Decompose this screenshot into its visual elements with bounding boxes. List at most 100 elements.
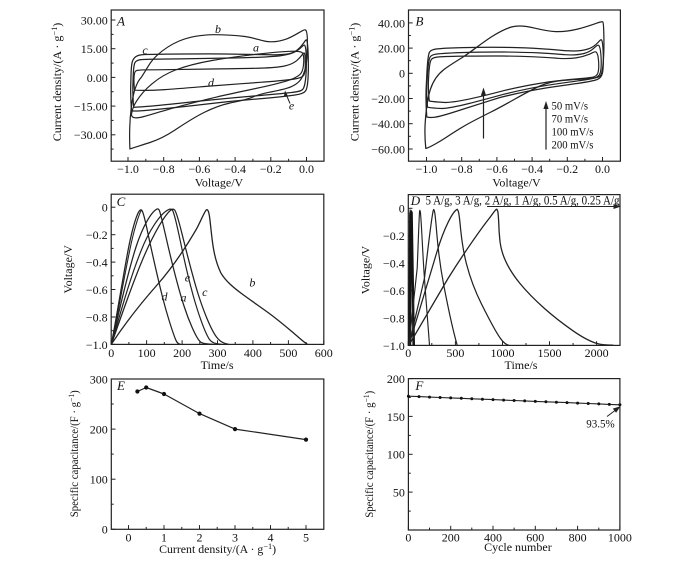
svg-text:1000: 1000	[608, 531, 632, 545]
svg-text:600: 600	[315, 346, 333, 360]
svg-text:b: b	[249, 276, 255, 290]
svg-text:−30.00: −30.00	[74, 128, 108, 142]
svg-text:30.00: 30.00	[81, 13, 108, 27]
svg-text:Current density/(A · g−1): Current density/(A · g−1)	[50, 23, 65, 142]
svg-text:−0.8: −0.8	[383, 311, 405, 325]
svg-text:a: a	[253, 40, 259, 54]
svg-text:0: 0	[399, 202, 405, 216]
svg-text:Voltage/V: Voltage/V	[359, 245, 373, 294]
svg-text:Voltage/V: Voltage/V	[61, 245, 75, 294]
svg-text:200: 200	[90, 423, 108, 437]
svg-text:40.00: 40.00	[378, 16, 405, 30]
svg-text:4: 4	[268, 531, 274, 545]
svg-text:20.00: 20.00	[378, 42, 405, 56]
svg-text:0: 0	[126, 531, 132, 545]
svg-text:c: c	[142, 43, 148, 57]
svg-text:70 mV/s: 70 mV/s	[552, 112, 589, 126]
svg-text:Current density/(A · g−1): Current density/(A · g−1)	[159, 541, 276, 556]
svg-text:−40.00: −40.00	[371, 117, 405, 131]
svg-text:0: 0	[108, 346, 114, 360]
svg-text:−0.4: −0.4	[521, 162, 543, 176]
svg-text:−15.00: −15.00	[74, 100, 108, 114]
svg-text:−1.0: −1.0	[383, 339, 405, 353]
svg-text:100 mV/s: 100 mV/s	[552, 125, 594, 139]
svg-text:0.0: 0.0	[595, 162, 610, 176]
svg-text:3: 3	[232, 531, 238, 545]
svg-text:Specific capacitance/(F · g−1): Specific capacitance/(F · g−1)	[67, 390, 82, 517]
svg-text:200: 200	[173, 346, 191, 360]
svg-text:300: 300	[90, 372, 108, 386]
svg-text:−0.8: −0.8	[86, 310, 108, 324]
svg-text:50 mV/s: 50 mV/s	[552, 99, 589, 113]
svg-text:e: e	[185, 271, 191, 285]
svg-text:200: 200	[387, 372, 405, 386]
svg-text:100: 100	[387, 448, 405, 462]
svg-text:0: 0	[102, 523, 108, 537]
svg-text:−1.0: −1.0	[117, 162, 139, 176]
svg-text:d: d	[208, 76, 215, 90]
svg-text:a: a	[181, 290, 187, 304]
svg-text:400: 400	[484, 531, 502, 545]
svg-text:150: 150	[387, 410, 405, 424]
svg-text:c: c	[202, 285, 208, 299]
svg-text:−0.2: −0.2	[383, 229, 405, 243]
svg-text:−0.2: −0.2	[260, 162, 282, 176]
svg-text:−0.4: −0.4	[383, 257, 405, 271]
svg-text:0.0: 0.0	[299, 162, 314, 176]
svg-text:50: 50	[393, 486, 405, 500]
svg-text:400: 400	[244, 346, 262, 360]
svg-text:−0.2: −0.2	[86, 228, 108, 242]
svg-text:200 mV/s: 200 mV/s	[552, 138, 594, 152]
svg-text:−60.00: −60.00	[371, 142, 405, 156]
svg-text:Time/s: Time/s	[505, 358, 538, 372]
svg-text:b: b	[215, 22, 221, 36]
svg-text:−0.4: −0.4	[224, 162, 246, 176]
svg-text:Cycle number: Cycle number	[484, 540, 552, 554]
svg-text:−0.6: −0.6	[189, 162, 211, 176]
svg-text:e: e	[289, 99, 295, 113]
svg-text:0: 0	[399, 67, 405, 81]
svg-text:100: 100	[90, 473, 108, 487]
svg-text:−1.0: −1.0	[416, 162, 438, 176]
svg-text:d: d	[162, 290, 169, 304]
svg-text:5 A/g, 3 A/g, 2 A/g, 1 A/g, 0.: 5 A/g, 3 A/g, 2 A/g, 1 A/g, 0.5 A/g, 0.2…	[426, 194, 621, 208]
svg-text:Voltage/V: Voltage/V	[195, 175, 244, 189]
svg-text:−0.2: −0.2	[556, 162, 578, 176]
svg-text:800: 800	[569, 531, 587, 545]
svg-text:Specific capacitance/(F · g−1): Specific capacitance/(F · g−1)	[362, 391, 377, 518]
svg-text:1000: 1000	[491, 346, 515, 360]
svg-text:0: 0	[405, 531, 411, 545]
svg-text:Time/s: Time/s	[201, 358, 234, 372]
svg-text:0.00: 0.00	[87, 71, 108, 85]
svg-text:−0.8: −0.8	[451, 162, 473, 176]
svg-text:E: E	[116, 378, 125, 393]
svg-text:D: D	[410, 193, 421, 208]
svg-text:−0.4: −0.4	[86, 256, 108, 270]
svg-text:−0.8: −0.8	[153, 162, 175, 176]
svg-text:−0.6: −0.6	[86, 283, 108, 297]
svg-text:93.5%: 93.5%	[586, 416, 615, 430]
svg-text:15.00: 15.00	[81, 42, 108, 56]
svg-text:500: 500	[446, 346, 464, 360]
svg-text:300: 300	[209, 346, 227, 360]
svg-text:−1.0: −1.0	[86, 338, 108, 352]
svg-text:−0.6: −0.6	[486, 162, 508, 176]
svg-text:2: 2	[197, 531, 203, 545]
svg-text:−20.00: −20.00	[371, 92, 405, 106]
svg-text:0: 0	[102, 201, 108, 215]
svg-text:0: 0	[405, 346, 411, 360]
svg-text:−0.6: −0.6	[383, 284, 405, 298]
svg-text:A: A	[116, 13, 125, 28]
svg-text:200: 200	[442, 531, 460, 545]
svg-text:F: F	[414, 378, 424, 393]
svg-text:1: 1	[161, 531, 167, 545]
svg-text:500: 500	[279, 346, 297, 360]
svg-text:C: C	[117, 194, 126, 209]
svg-text:B: B	[416, 13, 424, 28]
svg-text:100: 100	[138, 346, 156, 360]
svg-text:Current density/(A · g−1): Current density/(A · g−1)	[347, 23, 362, 142]
svg-text:5: 5	[303, 531, 309, 545]
svg-text:600: 600	[526, 531, 544, 545]
svg-text:Voltage/V: Voltage/V	[492, 175, 541, 189]
svg-text:2000: 2000	[585, 346, 609, 360]
